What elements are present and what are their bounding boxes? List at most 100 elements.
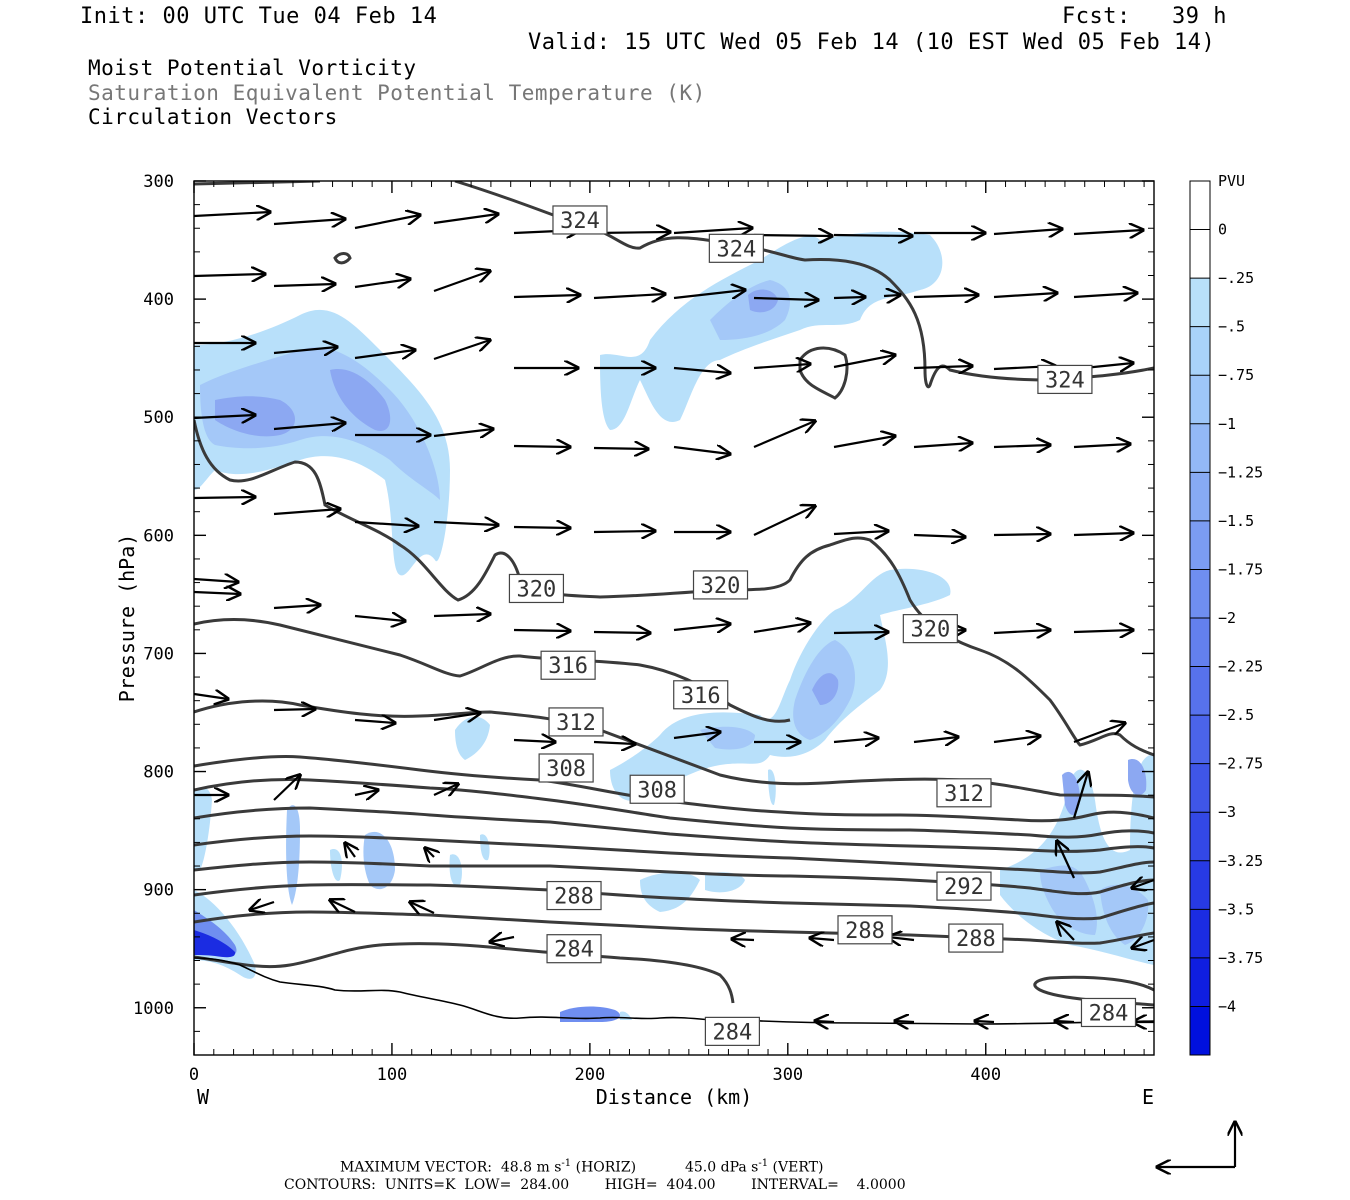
vector-arrow <box>490 937 515 942</box>
vector-arrow <box>330 900 356 913</box>
pv-region <box>1062 771 1080 816</box>
contour-label-box <box>948 923 1004 953</box>
colorbar-swatch <box>1190 618 1210 667</box>
contour-line <box>194 777 1154 839</box>
y-tick-label: 1000 <box>133 999 174 1019</box>
contour-line <box>194 910 1154 945</box>
vector-arrow <box>1132 940 1154 948</box>
y-tick-label: 800 <box>143 763 174 783</box>
colorbar-swatch <box>1190 375 1210 424</box>
colorbar-swatch <box>1190 326 1210 376</box>
x-tick-label: 0 <box>189 1065 199 1085</box>
east-label: E <box>1142 1085 1154 1109</box>
contour-line <box>798 346 849 400</box>
vector-arrow <box>273 605 320 608</box>
x-axis: 0 100 200 300 400 <box>189 181 1145 1085</box>
vector-arrow <box>810 938 835 940</box>
vector-arrow <box>993 736 1040 742</box>
valid-time: Valid: 15 UTC Wed 05 Feb 14 (10 EST Wed … <box>528 30 1216 55</box>
pv-region <box>194 787 212 870</box>
colorbar-label: −1.5 <box>1218 512 1254 530</box>
pv-region <box>200 347 440 500</box>
vector-arrow <box>273 347 337 353</box>
vector-arrow <box>194 274 265 276</box>
contour-label: 288 <box>554 885 594 910</box>
contour-label-box <box>692 570 749 600</box>
vector-arrow <box>273 709 315 710</box>
vector-arrow <box>425 848 434 857</box>
contour-label-box <box>936 778 992 808</box>
vector-arrow <box>433 340 490 361</box>
y-tick-label: 300 <box>143 172 174 192</box>
vector-arrow <box>1132 880 1154 888</box>
vector-arrow <box>1073 293 1137 297</box>
pv-region <box>600 231 943 430</box>
colorbar-label: −1.25 <box>1218 463 1263 481</box>
vector-arrow <box>593 531 655 532</box>
vector-arrow <box>753 298 818 300</box>
contour-label: 308 <box>637 778 677 803</box>
contour-line <box>194 699 1154 799</box>
vector-arrow <box>1073 533 1133 535</box>
vector-arrow <box>194 497 255 498</box>
vector-arrow <box>1073 230 1143 234</box>
vector-arrow <box>673 290 745 298</box>
vector-arrow <box>883 295 900 296</box>
colorbar-label: −2.5 <box>1218 706 1254 724</box>
colorbar-label: −.75 <box>1218 366 1254 384</box>
pv-region <box>455 716 490 760</box>
pv-shading <box>194 231 1154 1022</box>
contour-label: 288 <box>956 927 996 952</box>
y-axis: 300 400 500 600 700 800 900 1000 <box>133 172 1154 1056</box>
contour-labels: 324 324 324 320 320 320 316 316 312 312 308 308 292 2… <box>508 205 1137 1046</box>
colorbar-swatch <box>1190 715 1210 764</box>
pv-region <box>1128 759 1147 796</box>
vector-arrow <box>1057 922 1075 941</box>
colorbar-label: −1 <box>1218 415 1236 433</box>
colorbar-swatch <box>1190 278 1210 327</box>
vector-arrow <box>833 355 895 369</box>
contour-label: 324 <box>560 209 600 234</box>
pv-region <box>363 831 395 890</box>
vector-arrow <box>673 447 730 454</box>
vector-arrow <box>354 790 378 795</box>
vector-arrow <box>753 506 815 536</box>
pv-region <box>330 369 391 431</box>
vector-arrow <box>815 1021 835 1022</box>
contour-label-box <box>837 915 893 945</box>
vector-arrow <box>513 527 570 528</box>
colorbar-label: −3.25 <box>1218 852 1263 870</box>
pv-region <box>449 854 462 886</box>
x-tick-label: 100 <box>377 1065 408 1085</box>
vector-arrow <box>433 429 493 436</box>
vector-arrow <box>833 738 878 742</box>
y-tick-label: 900 <box>143 881 174 901</box>
vector-arrow <box>354 720 395 723</box>
colorbar-label: −2.25 <box>1218 658 1263 676</box>
colorbar-swatch <box>1190 569 1210 618</box>
pv-region <box>705 872 745 893</box>
colorbar-label: −1.75 <box>1218 560 1263 578</box>
colorbar-swatch <box>1190 229 1210 279</box>
vector-arrow <box>273 284 335 286</box>
colorbar-swatch <box>1190 812 1210 861</box>
vector-arrow <box>673 228 752 233</box>
y-tick-label: 700 <box>143 644 174 664</box>
vector-arrow <box>354 522 418 526</box>
colorbar-swatch <box>1190 423 1210 473</box>
pv-region <box>330 849 342 881</box>
vector-arrow <box>593 294 665 298</box>
vector-arrow <box>513 295 580 297</box>
x-axis-label: Distance (km) <box>596 1085 753 1109</box>
vector-arrow <box>833 297 865 298</box>
contour-label-box <box>538 753 594 783</box>
colorbar-label: −.25 <box>1218 269 1254 287</box>
pv-region <box>286 805 300 905</box>
vector-arrow <box>433 522 498 525</box>
vector-arrow <box>673 368 730 373</box>
vector-arrow <box>273 219 345 224</box>
vector-arrow <box>593 448 648 449</box>
vector-arrow <box>354 616 405 621</box>
x-tick-label: 400 <box>970 1065 1001 1085</box>
vector-arrow <box>593 632 650 633</box>
